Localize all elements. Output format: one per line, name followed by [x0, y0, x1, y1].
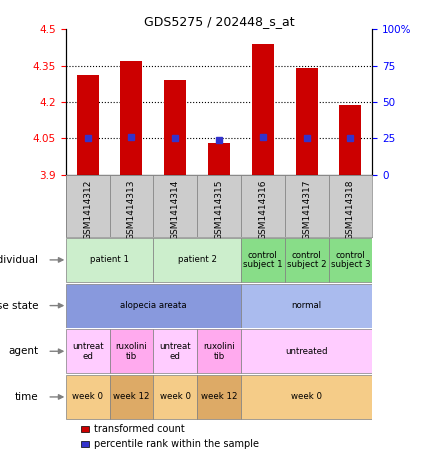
Text: control
subject 3: control subject 3: [331, 251, 370, 269]
Bar: [77, 76, 99, 175]
Text: disease state: disease state: [0, 301, 38, 311]
Bar: [153, 329, 197, 373]
Bar: [153, 375, 197, 419]
Text: GSM1414312: GSM1414312: [83, 180, 92, 240]
Text: patient 2: patient 2: [177, 255, 217, 265]
Bar: [81, 426, 89, 432]
Bar: [285, 238, 328, 282]
Text: week 0: week 0: [72, 392, 103, 401]
Bar: [296, 68, 318, 175]
Text: GSM1414317: GSM1414317: [302, 180, 311, 240]
Bar: [328, 175, 372, 237]
Bar: [241, 238, 285, 282]
Text: week 12: week 12: [113, 392, 150, 401]
Text: week 0: week 0: [160, 392, 191, 401]
Text: patient 1: patient 1: [90, 255, 129, 265]
Text: untreat
ed: untreat ed: [72, 342, 103, 361]
Text: time: time: [14, 392, 38, 402]
Text: agent: agent: [8, 346, 38, 356]
Bar: [197, 329, 241, 373]
Bar: [110, 375, 153, 419]
Bar: [66, 238, 153, 282]
Text: alopecia areata: alopecia areata: [120, 301, 187, 310]
Bar: [197, 375, 241, 419]
Title: GDS5275 / 202448_s_at: GDS5275 / 202448_s_at: [144, 15, 294, 28]
Text: GSM1414316: GSM1414316: [258, 180, 267, 240]
Bar: [241, 375, 372, 419]
Text: percentile rank within the sample: percentile rank within the sample: [94, 439, 259, 449]
Bar: [120, 61, 142, 175]
Bar: [241, 284, 372, 328]
Text: week 12: week 12: [201, 392, 237, 401]
Bar: [241, 175, 285, 237]
Text: untreated: untreated: [285, 347, 328, 356]
Bar: [66, 375, 110, 419]
Text: individual: individual: [0, 255, 38, 265]
Text: GSM1414318: GSM1414318: [346, 180, 355, 240]
Text: GSM1414313: GSM1414313: [127, 180, 136, 240]
Bar: [241, 329, 372, 373]
Text: GSM1414314: GSM1414314: [171, 180, 180, 240]
Text: ruxolini
tib: ruxolini tib: [116, 342, 147, 361]
Bar: [197, 175, 241, 237]
Bar: [339, 105, 361, 175]
Bar: [66, 329, 110, 373]
Text: GSM1414315: GSM1414315: [215, 180, 223, 240]
Bar: [153, 238, 241, 282]
Bar: [153, 175, 197, 237]
Bar: [252, 44, 274, 175]
Text: ruxolini
tib: ruxolini tib: [203, 342, 235, 361]
Bar: [81, 441, 89, 447]
Bar: [285, 175, 328, 237]
Text: control
subject 2: control subject 2: [287, 251, 326, 269]
Text: control
subject 1: control subject 1: [243, 251, 283, 269]
Bar: [110, 175, 153, 237]
Bar: [208, 143, 230, 175]
Text: untreat
ed: untreat ed: [159, 342, 191, 361]
Bar: [66, 175, 110, 237]
Text: normal: normal: [292, 301, 321, 310]
Bar: [328, 238, 372, 282]
Bar: [110, 329, 153, 373]
Bar: [164, 80, 186, 175]
Text: week 0: week 0: [291, 392, 322, 401]
Bar: [66, 284, 241, 328]
Text: transformed count: transformed count: [94, 424, 185, 434]
